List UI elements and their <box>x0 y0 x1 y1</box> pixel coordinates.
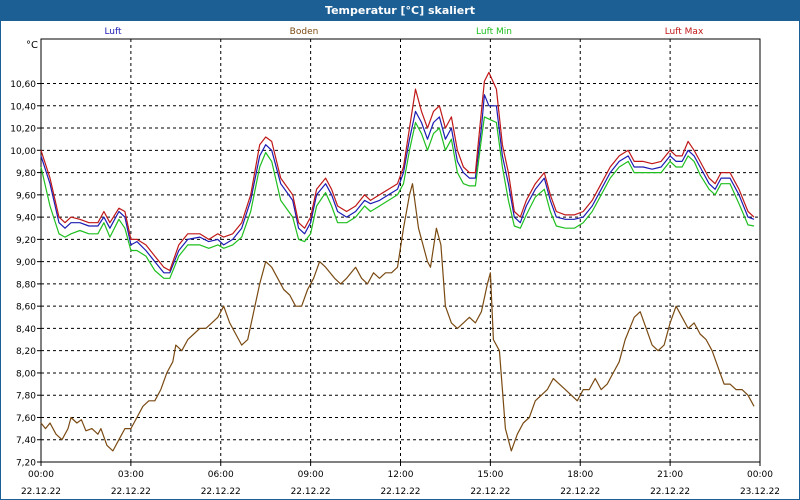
series-line-luft <box>40 94 755 274</box>
legend-label-luft-min: Luft Min <box>476 27 512 37</box>
x-tick-time-label: 15:00 <box>477 470 503 480</box>
x-tick-date-label: 22.12.22 <box>650 487 690 497</box>
x-tick-time-label: 00:00 <box>747 470 773 480</box>
x-tick-time-label: 03:00 <box>118 470 144 480</box>
y-axis-label: °C <box>26 40 38 51</box>
y-tick-label: 8,00 <box>16 369 36 379</box>
x-tick-date-label: 22.12.22 <box>470 487 510 497</box>
y-tick-label: 10,60 <box>10 80 36 90</box>
chart-axes <box>37 38 761 466</box>
series-line-luft-max <box>40 71 755 272</box>
y-tick-label: 8,80 <box>16 280 36 290</box>
chart-legend: Luft Boden Luft Min Luft Max <box>104 27 704 37</box>
y-tick-label: 7,80 <box>16 392 36 402</box>
legend-label-luft-max: Luft Max <box>665 27 704 37</box>
y-tick-label: 7,40 <box>16 436 36 446</box>
x-axis-tick-labels: 00:00 22.12.22 03:00 22.12.22 06:00 22.12.22 0… <box>21 470 780 497</box>
y-tick-label: 9,80 <box>16 169 36 179</box>
x-tick-date-label: 22.12.22 <box>201 487 241 497</box>
x-tick-time-label: 21:00 <box>657 470 683 480</box>
x-tick-date-label: 22.12.22 <box>21 487 61 497</box>
plot-frame <box>40 38 761 463</box>
y-tick-label: 10,20 <box>10 125 36 135</box>
legend-label-luft: Luft <box>104 27 122 37</box>
y-tick-label: 8,20 <box>16 347 36 357</box>
y-tick-label: 10,40 <box>10 102 36 112</box>
x-tick-time-label: 06:00 <box>208 470 234 480</box>
x-tick-time-label: 18:00 <box>567 470 593 480</box>
y-tick-label: 8,60 <box>16 303 36 313</box>
legend-label-boden: Boden <box>290 27 319 37</box>
x-tick-date-label: 22.12.22 <box>560 487 600 497</box>
x-tick-date-label: 22.12.22 <box>380 487 420 497</box>
x-tick-date-label: 22.12.22 <box>111 487 151 497</box>
y-tick-label: 9,40 <box>16 214 36 224</box>
window-title: Temperatur [°C] skaliert <box>1 1 799 21</box>
x-tick-date-label: 23.12.22 <box>740 487 780 497</box>
y-tick-label: 7,60 <box>16 414 36 424</box>
series-line-boden <box>40 183 755 452</box>
chart-series <box>40 71 755 452</box>
series-line-luft-min <box>40 116 755 279</box>
x-tick-date-label: 22.12.22 <box>291 487 331 497</box>
y-tick-label: 8,40 <box>16 325 36 335</box>
x-tick-time-label: 12:00 <box>388 470 414 480</box>
y-tick-label: 9,60 <box>16 191 36 201</box>
y-tick-label: 9,00 <box>16 258 36 268</box>
y-axis-tick-labels: 7,20 7,40 7,60 7,80 8,00 8,20 8,40 8,60 8,80 9,00… <box>10 80 36 468</box>
y-tick-label: 9,20 <box>16 236 36 246</box>
temperature-chart: 7,20 7,40 7,60 7,80 8,00 8,20 8,40 8,60 8,80 9,00… <box>10 27 780 497</box>
y-tick-label: 10,00 <box>10 147 36 157</box>
x-tick-time-label: 09:00 <box>298 470 324 480</box>
x-tick-time-label: 00:00 <box>28 470 54 480</box>
y-tick-label: 7,20 <box>16 459 36 469</box>
